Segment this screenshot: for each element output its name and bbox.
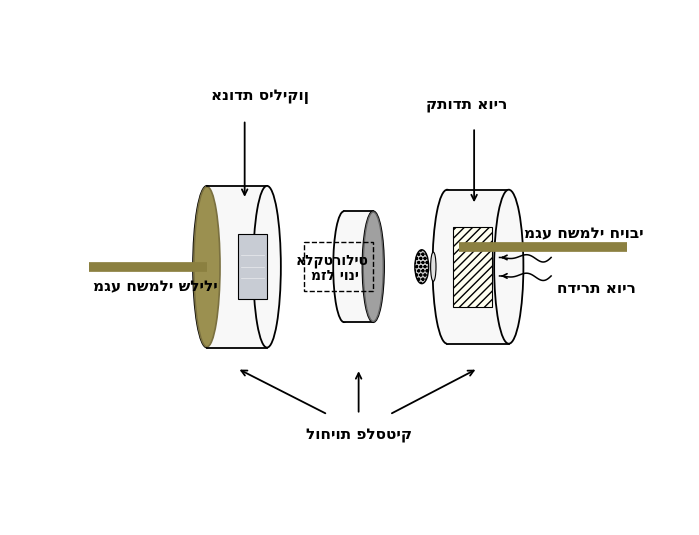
- Text: אנודת סיליקון: אנודת סיליקון: [211, 89, 309, 104]
- Text: מגע חשמלי שלילי: מגע חשמלי שלילי: [93, 279, 217, 294]
- Text: מזל יוני: מזל יוני: [311, 269, 359, 283]
- Text: חדירת אויר: חדירת אויר: [556, 281, 635, 296]
- Text: מגע חשמלי חיובי: מגע חשמלי חיובי: [524, 226, 644, 241]
- Bar: [304, 242, 373, 292]
- Bar: [207, 186, 267, 348]
- Text: לוחיות פלסטיק: לוחיות פלסטיק: [305, 427, 412, 442]
- Bar: [238, 234, 267, 299]
- Ellipse shape: [194, 187, 220, 347]
- Text: קתודת אויר: קתודת אויר: [426, 97, 507, 112]
- Ellipse shape: [494, 190, 524, 343]
- Ellipse shape: [433, 190, 462, 343]
- Ellipse shape: [253, 186, 281, 348]
- Ellipse shape: [431, 252, 436, 281]
- Ellipse shape: [363, 211, 384, 322]
- Ellipse shape: [333, 211, 355, 322]
- Ellipse shape: [363, 212, 383, 322]
- Ellipse shape: [193, 186, 221, 348]
- Bar: [344, 211, 373, 322]
- Bar: [454, 227, 492, 307]
- Ellipse shape: [415, 250, 428, 284]
- Text: אלקטרוליט: אלקטרוליט: [296, 254, 369, 268]
- Bar: [447, 190, 509, 343]
